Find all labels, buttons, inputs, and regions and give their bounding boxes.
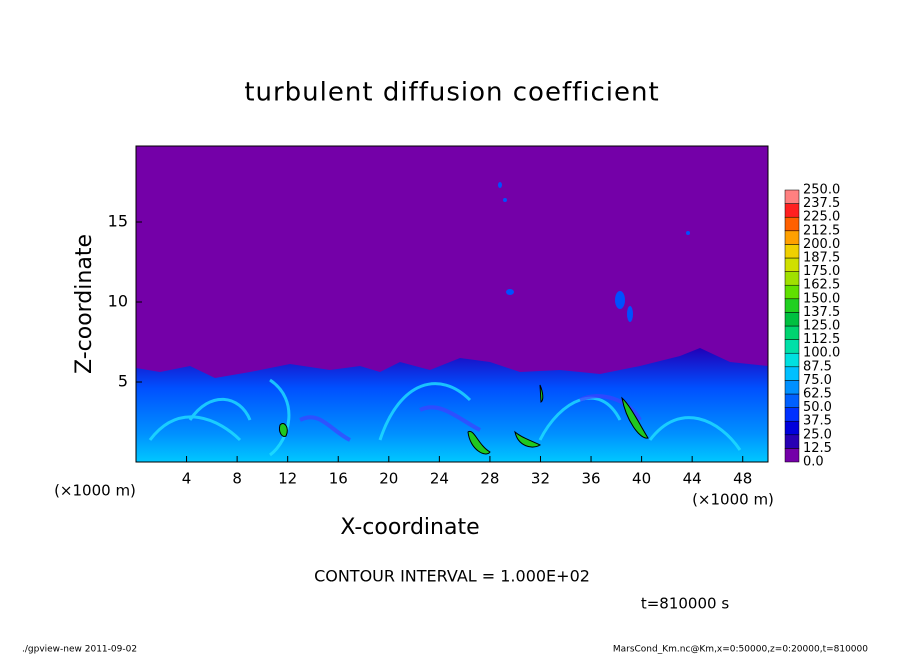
turbulent-layer [136,348,768,462]
colorbar-bin [784,393,800,408]
y-tick-label: 10 [108,292,128,311]
colorbar-label: 37.5 [803,414,832,429]
colorbar-label: 237.5 [803,196,840,211]
x-tick-label: 20 [379,470,398,488]
colorbar-label: 200.0 [803,237,840,252]
x-tick-label: 44 [683,470,702,488]
colorbar-bin [784,352,800,368]
colorbar-bin [784,189,800,204]
colorbar-bin [784,257,800,272]
contour-interval: CONTOUR INTERVAL = 1.000E+02 [314,567,590,586]
x-unit-label: (×1000 m) [692,491,774,509]
colorbar-bin [784,216,800,232]
colorbar-label: 175.0 [803,264,840,279]
y-tick-label: 15 [108,212,128,231]
colorbar-label: 125.0 [803,319,840,334]
colorbar-label: 50.0 [803,400,832,415]
green-patches [279,384,649,455]
colorbar-label: 137.5 [803,305,840,320]
plot-frame [135,145,769,463]
colorbar-bin [784,244,800,259]
colorbar-label: 62.5 [803,387,832,402]
x-tick-label: 4 [182,470,192,488]
upper-blobs [498,182,690,322]
x-tick-label: 8 [232,470,242,488]
field [136,146,768,462]
colorbar-bin [784,434,800,449]
colorbar-label: 87.5 [803,359,832,374]
footer-right: MarsCond_Km.nc@Km,x=0:50000,z=0:20000,t=… [613,645,868,654]
colorbar-bin [784,407,800,422]
colorbar-label: 75.0 [803,373,832,388]
x-tick-label: 24 [430,470,449,488]
colorbar-label: 25.0 [803,427,832,442]
colorbar-label: 250.0 [803,183,840,198]
colorbar-bin [784,284,800,300]
time-label: t=810000 s [641,595,729,613]
x-tick-label: 36 [581,470,600,488]
colorbar-bin [784,448,800,463]
x-axis-label: X-coordinate [340,515,479,540]
colorbar-label: 212.5 [803,223,840,238]
x-tick-label: 12 [278,470,297,488]
colorbar-bin [784,420,800,436]
colorbar-label: 187.5 [803,251,840,266]
colorbar-bin [784,325,800,340]
colorbar-bin [784,312,800,327]
x-tick-label: 16 [329,470,348,488]
y-axis-label: Z-coordinate [72,234,97,374]
colorbar-label: 0.0 [803,455,824,470]
colorbar-bin [784,230,800,245]
colorbar-label: 162.5 [803,278,840,293]
x-tick-label: 48 [733,470,752,488]
colorbar-bin [784,380,800,395]
x-tick-label: 32 [531,470,550,488]
footer-left: ./gpview-new 2011-09-02 [22,645,137,654]
chart-title: turbulent diffusion coefficient [244,78,659,108]
colorbar-label: 100.0 [803,346,840,361]
x-tick-label: 40 [632,470,651,488]
colorbar-label: 150.0 [803,291,840,306]
colorbar-label: 12.5 [803,441,832,456]
colorbar-bin [784,298,800,313]
colorbar-bin [784,366,800,381]
y-tick-label: 5 [118,372,128,391]
colorbar-bin [784,203,800,218]
colorbar-label: 112.5 [803,332,840,347]
y-unit-label: (×1000 m) [54,482,136,500]
colorbar-label: 225.0 [803,210,840,225]
turbulent-eddy [299,394,642,442]
colorbar-bin [784,339,800,354]
colorbar-bin [784,271,800,286]
x-tick-label: 28 [480,470,499,488]
